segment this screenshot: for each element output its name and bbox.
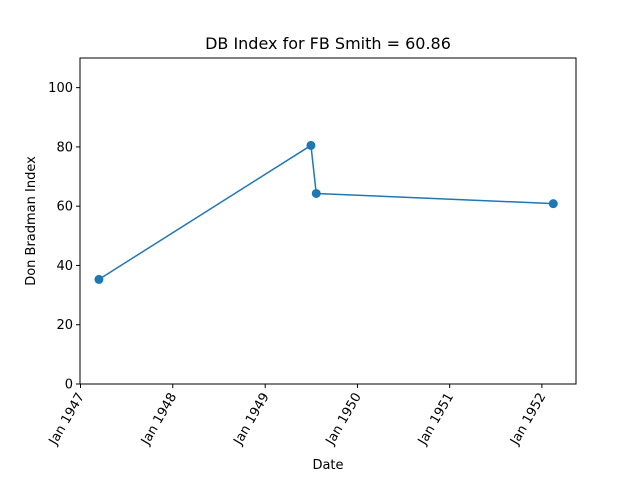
y-tick-label: 0 [65, 378, 73, 393]
y-axis-label: Don Bradman Index [24, 156, 39, 286]
chart-title: DB Index for FB Smith = 60.86 [205, 34, 451, 53]
data-point-marker [548, 199, 558, 209]
y-axis: 0 20 40 60 80 100 [48, 81, 80, 393]
y-tick-label: 60 [56, 200, 73, 215]
y-tick-label: 40 [56, 259, 73, 274]
y-tick-label: 100 [48, 81, 73, 96]
plot-frame [79, 57, 577, 385]
plot-area [79, 57, 577, 385]
y-tick-label: 80 [56, 140, 73, 155]
series-layer [94, 140, 558, 284]
data-point-marker [306, 140, 316, 150]
x-axis-label: Date [312, 458, 343, 473]
y-tick-label: 20 [56, 318, 73, 333]
data-point-marker [94, 274, 104, 284]
data-point-marker [311, 188, 321, 198]
series-line [98, 144, 554, 281]
